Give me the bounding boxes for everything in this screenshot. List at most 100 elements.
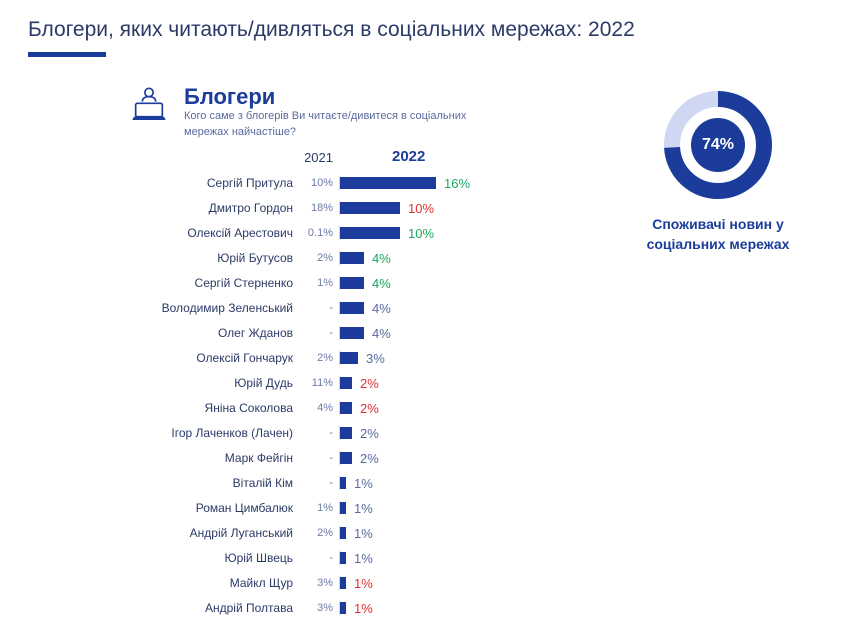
chart-row: Володимир Зеленський- 4% (128, 296, 608, 321)
row-value-2021: - (299, 427, 339, 439)
row-bar (340, 402, 352, 414)
chart-header: Блогери Кого саме з блогерів Ви читаєте/… (128, 85, 608, 140)
donut-value-chip: 74% (691, 118, 745, 172)
chart-row: Майкл Щур3%1% (128, 571, 608, 596)
row-value-2021: - (299, 302, 339, 314)
row-bar (340, 177, 436, 189)
chart-row: Олег Жданов-4% (128, 321, 608, 346)
row-value-2021: 2% (299, 352, 339, 364)
row-name: Сергій Притула (128, 176, 299, 190)
row-value-2022: 3% (358, 351, 385, 366)
donut-block: 74% Споживачі новин у соціальних мережах (618, 85, 818, 621)
row-value-2021: - (299, 452, 339, 464)
row-value-2021: 4% (299, 402, 339, 414)
content-row: Блогери Кого саме з блогерів Ви читаєте/… (28, 85, 813, 621)
row-value-2022: 16% (436, 176, 470, 191)
row-name: Сергій Стерненко (128, 276, 299, 290)
title-underline (28, 52, 106, 57)
donut-value-label: 74% (702, 136, 734, 154)
row-value-2022: 4% (364, 326, 391, 341)
row-name: Юрій Швець (128, 551, 299, 565)
chart-row: Роман Цимбалюк1%1% (128, 496, 608, 521)
chart-row: Юрій Дудь11%2% (128, 371, 608, 396)
row-value-2021: 3% (299, 602, 339, 614)
row-bar-cell (339, 276, 460, 290)
chart-heading: Блогери (184, 85, 484, 109)
row-value-2021: - (299, 477, 339, 489)
chart-row: Марк Фейгін- 2% (128, 446, 608, 471)
donut-center: 74% (658, 85, 778, 205)
row-value-2021: 2% (299, 252, 339, 264)
row-value-2021: 0.1% (299, 227, 339, 239)
row-bar (340, 252, 364, 264)
page-title: Блогери, яких читають/дивляться в соціал… (28, 18, 813, 42)
row-name: Олексій Гончарук (128, 351, 299, 365)
row-bar-cell (339, 301, 460, 315)
blogger-laptop-icon (128, 85, 170, 125)
row-bar (340, 427, 352, 439)
row-bar (340, 452, 352, 464)
chart-row: Сергій Притула10% 16% (128, 171, 608, 196)
row-name: Андрій Полтава (128, 601, 299, 615)
chart-row: Яніна Соколова4%2% (128, 396, 608, 421)
row-value-2022: 1% (346, 551, 373, 566)
chart-row: Сергій Стерненко1% 4% (128, 271, 608, 296)
row-bar (340, 352, 358, 364)
row-name: Володимир Зеленський (128, 301, 299, 315)
row-value-2021: 1% (299, 502, 339, 514)
row-value-2022: 2% (352, 401, 379, 416)
row-value-2021: 3% (299, 577, 339, 589)
chart-rows: Сергій Притула10%16%Дмитро Гордон18%10%О… (128, 171, 608, 621)
chart-row: Юрій Швець-1% (128, 546, 608, 571)
year-curr-label: 2022 (337, 148, 425, 165)
row-value-2022: 1% (346, 601, 373, 616)
bloggers-chart: Блогери Кого саме з блогерів Ви читаєте/… (128, 85, 608, 621)
row-value-2022: 4% (364, 251, 391, 266)
row-bar (340, 227, 400, 239)
row-name: Марк Фейгін (128, 451, 299, 465)
row-name: Віталій Кім (128, 476, 299, 490)
row-value-2022: 1% (346, 476, 373, 491)
row-name: Андрій Луганський (128, 526, 299, 540)
row-name: Юрій Бутусов (128, 251, 299, 265)
row-value-2021: - (299, 552, 339, 564)
row-bar (340, 202, 400, 214)
chart-row: Андрій Луганський2% 1% (128, 521, 608, 546)
row-value-2022: 10% (400, 201, 434, 216)
row-name: Майкл Щур (128, 576, 299, 590)
chart-row: Юрій Бутусов2% 4% (128, 246, 608, 271)
row-bar-cell (339, 251, 460, 265)
row-name: Дмитро Гордон (128, 201, 299, 215)
row-value-2021: 10% (299, 177, 339, 189)
chart-titles: Блогери Кого саме з блогерів Ви читаєте/… (184, 85, 484, 140)
row-value-2022: 2% (352, 426, 379, 441)
chart-row: Андрій Полтава3% 1% (128, 596, 608, 621)
row-bar (340, 327, 364, 339)
row-value-2022: 1% (346, 526, 373, 541)
slide: Блогери, яких читають/дивляться в соціал… (0, 0, 841, 616)
row-value-2022: 2% (352, 451, 379, 466)
row-value-2022: 4% (364, 276, 391, 291)
row-value-2022: 4% (364, 301, 391, 316)
row-value-2022: 1% (346, 501, 373, 516)
row-bar (340, 302, 364, 314)
donut-caption: Споживачі новин у соціальних мережах (618, 215, 818, 254)
row-name: Роман Цимбалюк (128, 501, 299, 515)
row-value-2021: 18% (299, 202, 339, 214)
row-value-2021: 2% (299, 527, 339, 539)
row-bar (340, 277, 364, 289)
chart-row: Віталій Кім-1% (128, 471, 608, 496)
chart-row: Ігор Лаченков (Лачен)-2% (128, 421, 608, 446)
row-value-2021: 1% (299, 277, 339, 289)
row-value-2022: 2% (352, 376, 379, 391)
row-bar (340, 377, 352, 389)
row-name: Юрій Дудь (128, 376, 299, 390)
year-header: 2021 2022 (128, 148, 608, 165)
chart-subheading: Кого саме з блогерів Ви читаєте/дивитеся… (184, 109, 484, 140)
donut-chart: 74% (658, 85, 778, 205)
chart-row: Дмитро Гордон18% 10% (128, 196, 608, 221)
chart-row: Олексій Гончарук2% 3% (128, 346, 608, 371)
row-name: Олег Жданов (128, 326, 299, 340)
row-value-2022: 10% (400, 226, 434, 241)
year-prev-label: 2021 (293, 150, 337, 165)
